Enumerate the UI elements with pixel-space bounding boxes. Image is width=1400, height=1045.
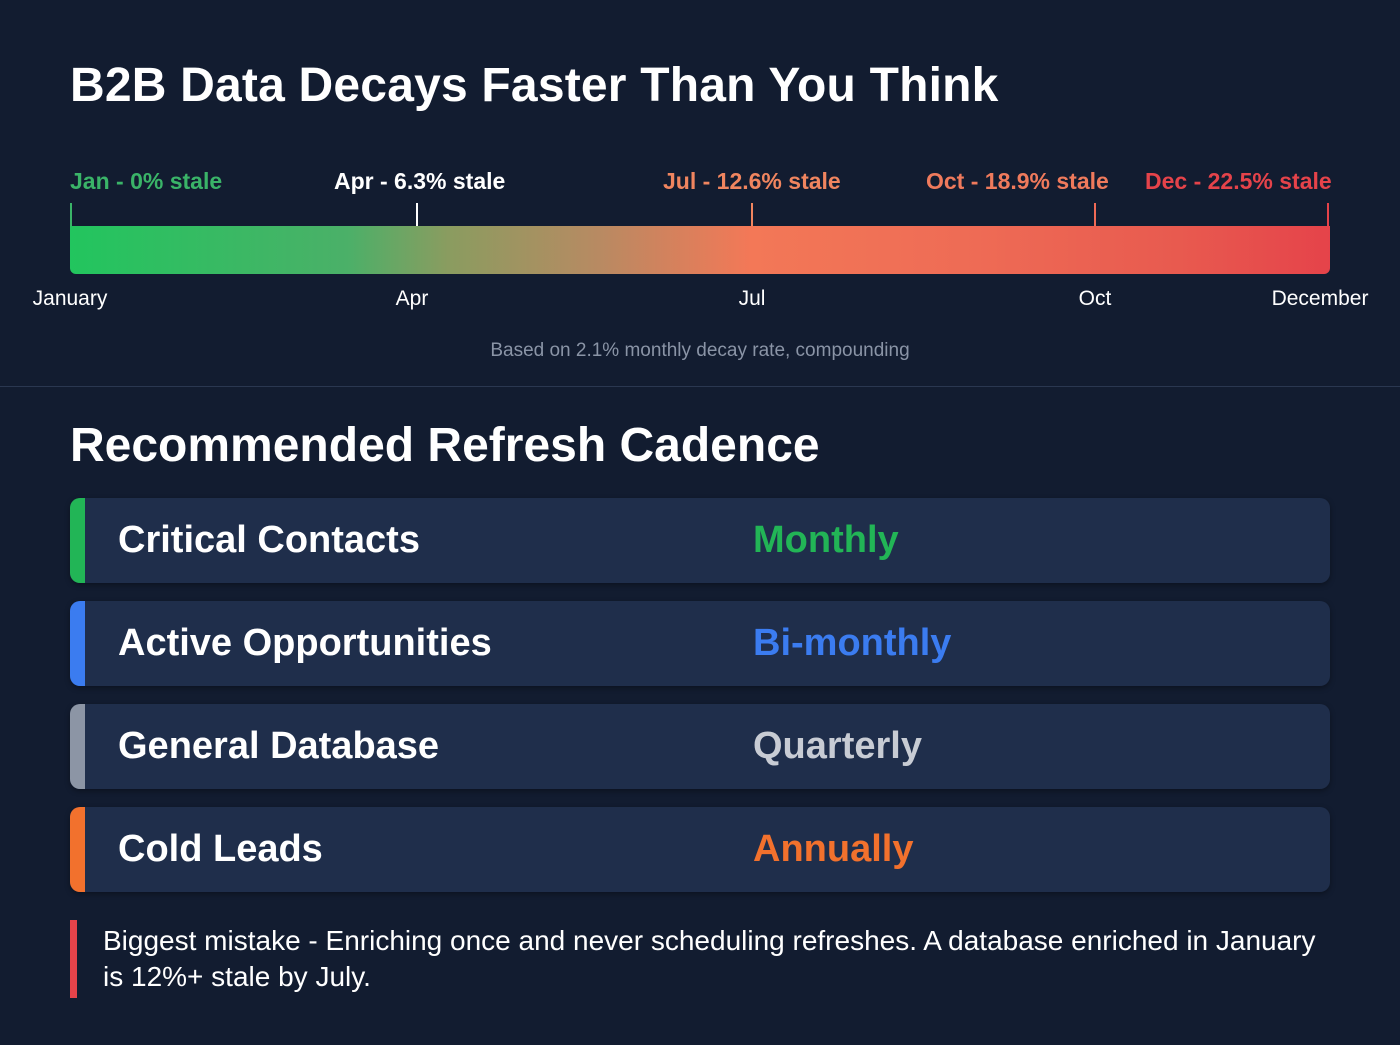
row-frequency: Monthly [753,519,899,561]
marker-label-oct: Oct - 18.9% stale [926,168,1109,194]
row-frequency: Bi-monthly [753,622,952,664]
row-name: General Database [118,725,440,767]
cadence-row-critical-contacts: Critical Contacts Monthly [70,498,1330,583]
decay-timeline-chart: Jan - 0% stale Apr - 6.3% stale Jul - 12… [0,0,1400,390]
accent-bar-blue [70,601,85,686]
tick-jul [751,203,753,227]
cadence-row-general-database: General Database Quarterly [70,704,1330,789]
axis-label-january: January [32,287,108,310]
tick-dec [1327,203,1329,227]
row-name: Cold Leads [118,828,323,870]
marker-label-jul: Jul - 12.6% stale [663,168,841,194]
section-divider [0,386,1400,387]
cadence-row-cold-leads: Cold Leads Annually [70,807,1330,892]
cadence-row-active-opportunities: Active Opportunities Bi-monthly [70,601,1330,686]
accent-bar-gray [70,704,85,789]
row-frequency: Quarterly [753,725,922,767]
axis-label-oct: Oct [1078,287,1112,310]
axis-label-apr: Apr [395,287,429,310]
accent-bar-orange [70,807,85,892]
tick-oct [1094,203,1096,227]
decay-rate-note: Based on 2.1% monthly decay rate, compou… [490,340,910,361]
row-frequency: Annually [753,828,914,870]
axis-label-jul: Jul [738,287,766,310]
axis-label-december: December [1271,287,1369,310]
marker-label-dec: Dec - 22.5% stale [1145,168,1332,194]
page-title: B2B Data Decays Faster Than You Think [70,59,999,112]
marker-label-jan: Jan - 0% stale [70,168,223,194]
cadence-list: Critical Contacts Monthly Active Opportu… [70,498,1330,910]
tick-jan [70,203,72,227]
marker-label-apr: Apr - 6.3% stale [334,168,506,194]
cadence-section-title: Recommended Refresh Cadence [70,419,820,472]
row-name: Critical Contacts [118,519,420,561]
accent-bar-green [70,498,85,583]
row-name: Active Opportunities [118,622,492,664]
tick-apr [416,203,418,227]
decay-gradient-bar [70,226,1330,274]
callout-accent-bar [70,920,77,998]
callout-text: Biggest mistake - Enriching once and nev… [103,925,1316,992]
